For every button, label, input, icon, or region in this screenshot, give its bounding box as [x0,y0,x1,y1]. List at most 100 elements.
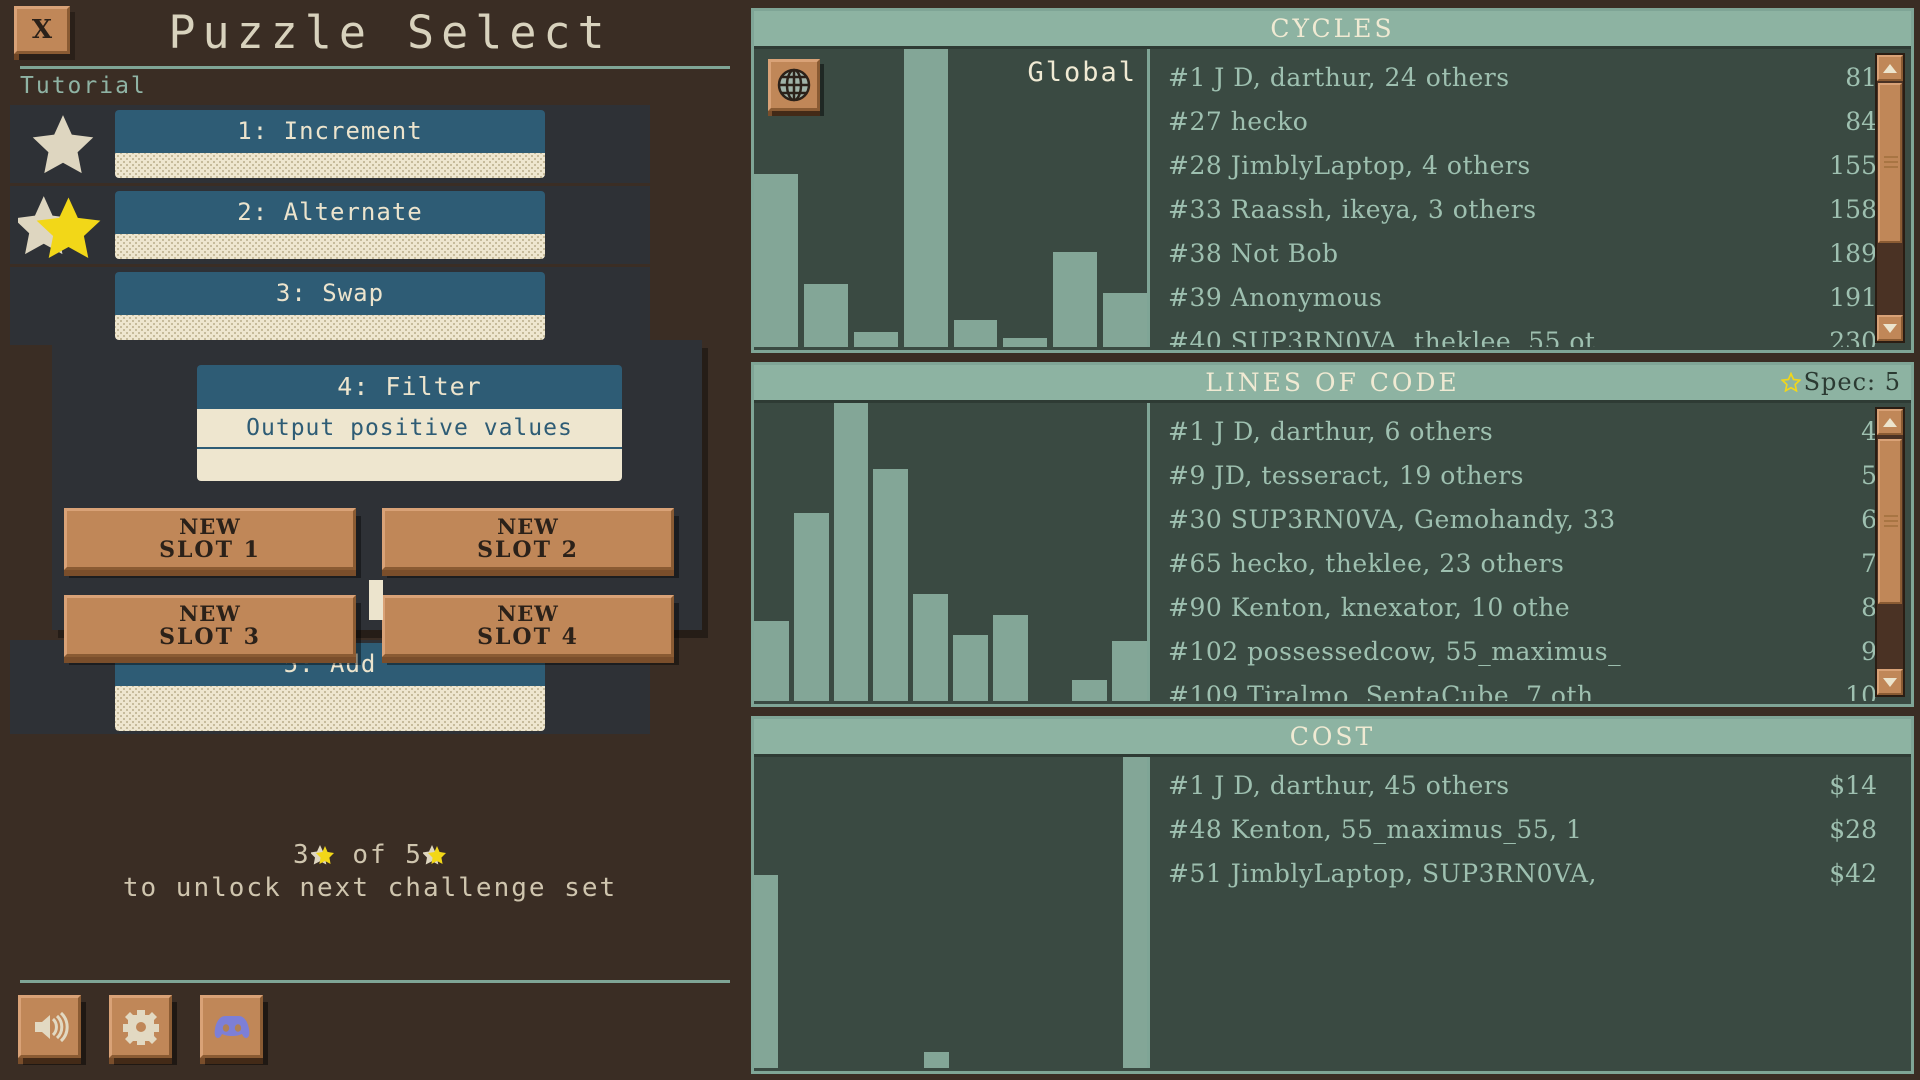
sound-button[interactable] [18,995,81,1058]
discord-icon [214,1015,249,1038]
chevron-up-icon [1883,63,1897,73]
save-slot-4-button[interactable]: NEW SLOT 4 [382,595,674,657]
global-scope-button[interactable] [768,59,820,111]
leaderboard-row[interactable]: #39 Anonymous 191 [1150,275,1911,319]
leaderboard-row-name: #48 Kenton, 55_maximus_55, 1 [1168,814,1583,844]
puzzle-card-3[interactable]: 3: Swap [115,272,545,340]
puzzle-card-body-2 [115,234,545,259]
star-progress-subtitle: to unlock next challenge set [122,873,618,903]
histogram-bar [903,49,948,347]
leaderboard-row-value: 6 [1861,504,1877,534]
leaderboard-row-value: 84 [1845,106,1877,136]
puzzle-card-body-5 [115,686,545,731]
leaderboard-cost: COST #1 J D, darthur, 45 others $14 #48 Ke… [751,716,1914,1074]
leaderboard-row[interactable]: #38 Not Bob 189 [1150,231,1911,275]
cycles-scroll-down-button[interactable] [1877,315,1903,341]
puzzle-row-2[interactable]: 2: Alternate [10,186,650,264]
histogram-bar [833,403,869,701]
leaderboard-row-name: #38 Not Bob [1168,238,1339,268]
puzzle-card-body-3 [115,315,545,340]
save-slot-2-button[interactable]: NEW SLOT 2 [382,508,674,570]
globe-icon [777,68,811,102]
loc-scroll-up-button[interactable] [1877,409,1903,435]
cycles-histogram: Global [754,49,1150,347]
cost-histogram [754,757,1150,1068]
settings-button[interactable] [109,995,172,1058]
puzzle-card-2[interactable]: 2: Alternate [115,191,545,259]
leaderboard-row[interactable]: #28 JimblyLaptop, 4 others 155 [1150,143,1911,187]
histogram-bar [1103,293,1147,347]
leaderboard-loc-body: #1 J D, darthur, 6 others 4 #9 JD, tessera… [754,403,1911,701]
leaderboard-cost-body: #1 J D, darthur, 45 others $14 #48 Kenton,… [754,757,1911,1068]
star-rating-2 [10,192,115,258]
histogram-bar [992,614,1028,701]
leaderboard-row[interactable]: #40 SUP3RN0VA, theklee, 55 ot 230 [1150,319,1911,348]
close-button[interactable]: X [14,6,70,54]
loc-scroll-thumb[interactable] [1878,439,1902,604]
leaderboard-row-name: #1 J D, darthur, 6 others [1168,416,1494,446]
puzzle-list: 1: Increment 2: Alternate [10,105,650,737]
star-double-icon [17,196,100,258]
save-slot-3-button[interactable]: NEW SLOT 3 [64,595,356,657]
leaderboard-row-name: #51 JimblyLaptop, SUP3RN0VA, [1168,858,1597,888]
leaderboard-row[interactable]: #9 JD, tesseract, 19 others 5 [1150,453,1911,497]
expanded-puzzle-panel: 4: Filter Output positive values NEW SLO… [52,340,702,657]
slot-3-label: SLOT 3 [159,624,261,651]
histogram-bar [803,284,848,347]
cycles-scrollbar[interactable] [1875,53,1905,343]
histogram-bar [1112,641,1147,701]
leaderboard-row-name: #40 SUP3RN0VA, theklee, 55 ot [1168,326,1596,348]
leaderboard-row[interactable]: #90 Kenton, knexator, 10 othe 8 [1150,585,1911,629]
leaderboard-row[interactable]: #48 Kenton, 55_maximus_55, 1 $28 [1150,807,1911,851]
loc-score-list[interactable]: #1 J D, darthur, 6 others 4 #9 JD, tessera… [1150,403,1911,701]
leaderboard-row[interactable]: #27 hecko 84 [1150,99,1911,143]
leaderboard-row-name: #109 Tiralmo, SeptaCube, 7 oth [1168,680,1594,702]
puzzle-card-5[interactable]: 5: Add [115,643,545,731]
histogram-bar [913,593,948,701]
expanded-puzzle-card[interactable]: 4: Filter Output positive values [197,365,622,481]
title-divider [20,66,730,69]
histogram-bar [754,174,798,347]
bottom-divider [20,980,730,983]
leaderboard-row[interactable]: #65 hecko, theklee, 23 others 7 [1150,541,1911,585]
histogram-bar [873,468,909,701]
histogram-bar [793,513,829,701]
leaderboards-panel: CYCLES Global [745,0,1920,1080]
star-gold-icon-2 [421,845,446,865]
expanded-puzzle-card-footer [197,449,622,481]
leaderboard-row-name: #1 J D, darthur, 24 others [1168,62,1510,92]
cycles-score-list[interactable]: #1 J D, darthur, 24 others 81 #27 hecko 84 #… [1150,49,1911,347]
leaderboard-row[interactable]: #1 J D, darthur, 24 others 81 [1150,55,1911,99]
spec-label: Spec: 5 [1803,368,1901,396]
leaderboard-cycles-title: CYCLES [1270,14,1395,43]
discord-button[interactable] [200,995,263,1058]
leaderboard-row[interactable]: #33 Raassh, ikeya, 3 others 158 [1150,187,1911,231]
leaderboard-row[interactable]: #1 J D, darthur, 6 others 4 [1150,409,1911,453]
leaderboard-lines-of-code: LINES OF CODE Spec: 5 #1 J D, darthur, 6… [751,362,1914,707]
cycles-scroll-thumb[interactable] [1878,83,1902,243]
grip-icon [1884,514,1898,530]
leaderboard-row-value: 158 [1829,194,1877,224]
histogram-bar [1003,338,1048,347]
loc-scrollbar[interactable] [1875,407,1905,697]
leaderboard-row[interactable]: #51 JimblyLaptop, SUP3RN0VA, $42 [1150,851,1911,895]
leaderboard-row-value: 191 [1829,282,1877,312]
histogram-bar [853,332,898,347]
leaderboard-row-name: #33 Raassh, ikeya, 3 others [1168,194,1537,224]
leaderboard-row[interactable]: #1 J D, darthur, 45 others $14 [1150,763,1911,807]
puzzle-card-1[interactable]: 1: Increment [115,110,545,178]
loc-bars [754,403,1147,701]
puzzle-row-1[interactable]: 1: Increment [10,105,650,183]
cost-score-list[interactable]: #1 J D, darthur, 45 others $14 #48 Kenton,… [1150,757,1911,1068]
leaderboard-row-name: #39 Anonymous [1168,282,1383,312]
chevron-down-icon [1883,677,1897,687]
save-slot-1-button[interactable]: NEW SLOT 1 [64,508,356,570]
cycles-scroll-up-button[interactable] [1877,55,1903,81]
leaderboard-row[interactable]: #109 Tiralmo, SeptaCube, 7 oth 10 [1150,673,1911,702]
leaderboard-row[interactable]: #30 SUP3RN0VA, Gemohandy, 33 6 [1150,497,1911,541]
leaderboard-row[interactable]: #102 possessedcow, 55_maximus_ 9 [1150,629,1911,673]
leaderboard-cost-header: COST [754,719,1911,757]
puzzle-row-3[interactable]: 3: Swap [10,267,650,345]
star-outline-icon [1780,372,1801,392]
loc-scroll-down-button[interactable] [1877,669,1903,695]
